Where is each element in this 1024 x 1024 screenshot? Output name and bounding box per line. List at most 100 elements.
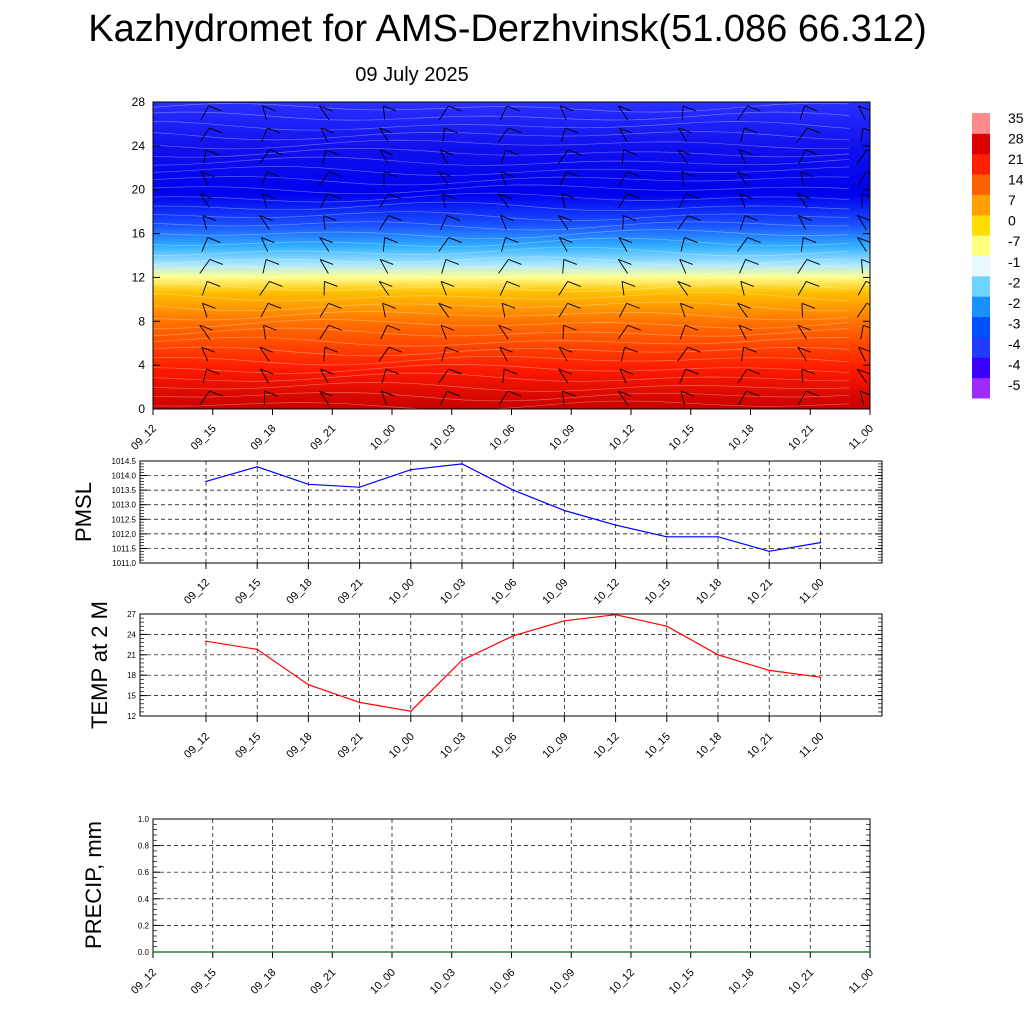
wind-barb-flag	[379, 280, 393, 287]
colorbar-box	[972, 336, 990, 358]
wind-barb-flag	[444, 127, 458, 134]
wind-barb-flag	[861, 259, 870, 264]
wind-barb-flag	[805, 149, 819, 156]
wind-barb-flag	[269, 280, 283, 287]
wind-barb-flag	[618, 259, 632, 265]
wind-barb-flag	[681, 171, 695, 178]
wind-barb-flag	[618, 105, 632, 112]
temp-y-label: TEMP at 2 M	[87, 601, 112, 729]
wind-barb-flag	[383, 105, 397, 112]
x-tick-label: 10_03	[428, 423, 458, 453]
wind-barb	[737, 368, 748, 384]
wind-barb-flag	[267, 302, 282, 309]
wind-barb-flag	[202, 302, 216, 309]
x-tick-label: 11_00	[847, 423, 877, 453]
wind-barb	[740, 127, 745, 143]
wind-barb-flag	[737, 171, 751, 178]
series-point	[307, 483, 310, 486]
wind-barb	[680, 237, 685, 252]
temp-y-axis: 12 15 18 21 24 27	[127, 610, 882, 721]
series-point	[256, 466, 259, 468]
x-tick-label: 10_12	[607, 423, 637, 453]
wind-barb-flag	[856, 368, 870, 375]
wind-barb	[560, 127, 566, 143]
wind-barb	[498, 259, 509, 274]
temp-series	[205, 613, 822, 713]
contour-line	[153, 291, 850, 302]
series-point	[512, 489, 514, 491]
wind-barb	[441, 259, 447, 274]
wind-barb	[441, 347, 447, 362]
wind-barb-flag	[500, 215, 514, 222]
wind-barb	[797, 193, 808, 208]
x-tick-label: 10_06	[489, 731, 519, 761]
precip-panel: 0.0 0.2 0.4 0.6 0.8 1.0 09_12 09_15 09_18 09_21 1…	[81, 815, 876, 997]
wind-barb-flag	[506, 105, 520, 112]
wind-barb-flag	[680, 302, 694, 309]
wind-barb	[379, 259, 389, 274]
wind-barb-flag	[621, 280, 636, 287]
wind-barb	[319, 237, 330, 252]
x-tick-label: 10_21	[786, 423, 816, 453]
wind-barb-flag	[202, 215, 217, 222]
series-point	[563, 509, 566, 512]
wind-barb	[500, 149, 507, 164]
wind-barb-flag	[857, 215, 870, 221]
contour-line	[153, 184, 850, 195]
colorbar-label: -2	[1008, 295, 1021, 311]
wind-barb	[319, 368, 329, 384]
wind-barb-flag	[797, 346, 811, 353]
wind-barbs	[199, 105, 870, 406]
wind-barb-flag	[328, 324, 342, 331]
y-tick-label: 1.0	[138, 815, 150, 824]
colorbar-box	[972, 133, 990, 155]
wind-barb-flag	[438, 171, 453, 178]
x-tick-label: 09_15	[233, 731, 263, 761]
colorbar-label: 35	[1008, 110, 1024, 126]
wind-barb-flag	[379, 149, 393, 156]
wind-barb-flag	[319, 259, 334, 265]
x-tick-label: 11_00	[797, 731, 827, 761]
wind-barb	[260, 303, 269, 318]
x-tick-label: 09_12	[129, 423, 159, 453]
x-tick-label: 10_00	[368, 423, 398, 453]
wind-barb	[498, 390, 509, 406]
wind-barb	[259, 281, 270, 296]
wind-barb-flag	[624, 346, 638, 353]
contour-line	[153, 372, 850, 382]
wind-barb	[201, 237, 209, 252]
wind-barb-flag	[806, 280, 820, 287]
colorbar-box	[972, 113, 990, 134]
colorbar-box	[972, 214, 990, 236]
colorbar-box	[972, 357, 990, 379]
wind-barb	[559, 105, 567, 121]
wind-barb-flag	[442, 193, 456, 200]
wind-barb-flag	[559, 237, 573, 243]
x-tick-label: 09_12	[182, 731, 212, 761]
contour-line	[153, 201, 850, 212]
wind-barb-flag	[440, 324, 455, 331]
x-tick-label: 10_06	[488, 423, 518, 453]
wind-barb	[201, 346, 209, 362]
y-tick-label: 0	[138, 402, 145, 416]
wind-barb-flag	[564, 127, 579, 134]
series-point	[819, 676, 822, 679]
contour-line	[153, 147, 850, 158]
wind-barb	[617, 324, 629, 340]
x-tick-label: 10_00	[387, 731, 417, 761]
wind-barb	[561, 193, 565, 208]
wind-barb	[499, 105, 508, 121]
contour-line	[153, 166, 850, 176]
x-tick-label: 10_09	[540, 577, 570, 607]
y-tick-label: 0.0	[138, 948, 150, 957]
wind-barb-flag	[858, 346, 870, 353]
wind-barb	[558, 237, 568, 252]
wind-barb	[618, 127, 628, 143]
wind-barb-flag	[806, 390, 820, 397]
pmsl-y-label: PMSL	[71, 482, 96, 542]
contour-line	[153, 246, 850, 257]
wind-barb-flag	[678, 127, 692, 134]
y-tick-label: 24	[132, 139, 146, 153]
wind-barb	[738, 325, 747, 340]
wind-barb-flag	[265, 259, 280, 265]
